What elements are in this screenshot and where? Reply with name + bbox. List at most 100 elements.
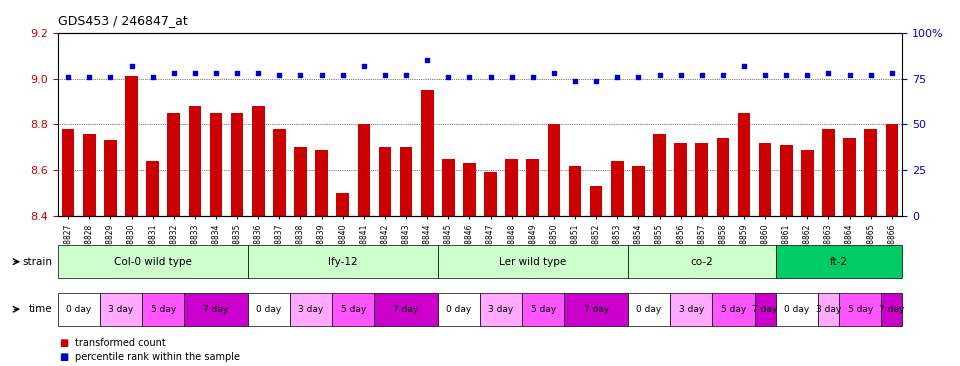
Point xyxy=(398,72,414,78)
Text: 0 day: 0 day xyxy=(784,305,809,314)
Point xyxy=(166,70,181,76)
Bar xyxy=(188,106,202,366)
Point xyxy=(314,72,329,78)
Point xyxy=(736,63,752,69)
Point xyxy=(546,70,562,76)
Point xyxy=(251,70,266,76)
Point xyxy=(82,74,97,80)
Bar xyxy=(653,134,666,366)
Point xyxy=(356,63,372,69)
Bar xyxy=(399,147,413,366)
Bar xyxy=(252,106,265,366)
Bar xyxy=(61,129,75,366)
Point xyxy=(757,72,773,78)
Bar xyxy=(716,138,730,366)
Point xyxy=(483,74,498,80)
Text: percentile rank within the sample: percentile rank within the sample xyxy=(75,352,240,362)
Bar xyxy=(420,90,434,366)
Bar xyxy=(167,113,180,366)
Point xyxy=(420,57,435,63)
Bar xyxy=(589,186,603,366)
Text: 7 day: 7 day xyxy=(394,305,419,314)
Point xyxy=(229,70,245,76)
Bar xyxy=(822,129,835,366)
Point xyxy=(124,63,139,69)
Bar xyxy=(737,113,751,366)
Point xyxy=(272,72,287,78)
Bar xyxy=(125,76,138,366)
Point xyxy=(335,72,350,78)
Text: Ler wild type: Ler wild type xyxy=(499,257,566,267)
Bar xyxy=(780,145,793,366)
Bar xyxy=(885,124,899,366)
Point xyxy=(610,74,625,80)
Text: 7 day: 7 day xyxy=(584,305,609,314)
Bar xyxy=(442,159,455,366)
Text: 0 day: 0 day xyxy=(66,305,91,314)
Point xyxy=(842,72,857,78)
Point xyxy=(60,74,76,80)
Point xyxy=(293,72,308,78)
Text: 3 day: 3 day xyxy=(679,305,704,314)
Point xyxy=(525,74,540,80)
Bar xyxy=(695,143,708,366)
Text: GDS453 / 246847_at: GDS453 / 246847_at xyxy=(58,14,187,27)
Text: 0 day: 0 day xyxy=(446,305,471,314)
Point xyxy=(103,74,118,80)
Bar xyxy=(336,193,349,366)
Text: 7 day: 7 day xyxy=(753,305,778,314)
Text: lfy-12: lfy-12 xyxy=(328,257,357,267)
Bar xyxy=(568,166,582,366)
Bar xyxy=(505,159,518,366)
Text: co-2: co-2 xyxy=(690,257,713,267)
Text: ft-2: ft-2 xyxy=(830,257,848,267)
Bar xyxy=(315,150,328,366)
Text: 3 day: 3 day xyxy=(299,305,324,314)
Bar xyxy=(526,159,540,366)
Bar xyxy=(230,113,244,366)
Point xyxy=(187,70,203,76)
Text: 3 day: 3 day xyxy=(489,305,514,314)
Bar xyxy=(378,147,392,366)
Text: 5 day: 5 day xyxy=(151,305,176,314)
Bar xyxy=(294,147,307,366)
Text: ■: ■ xyxy=(60,352,69,362)
Text: 3 day: 3 day xyxy=(108,305,133,314)
Point xyxy=(694,72,709,78)
Bar xyxy=(864,129,877,366)
Text: time: time xyxy=(29,304,53,314)
Text: 7 day: 7 day xyxy=(879,305,904,314)
Text: 5 day: 5 day xyxy=(721,305,746,314)
Point xyxy=(779,72,794,78)
Point xyxy=(567,78,583,83)
Point xyxy=(884,70,900,76)
Point xyxy=(715,72,731,78)
Text: 0 day: 0 day xyxy=(256,305,281,314)
Bar xyxy=(83,134,96,366)
Bar xyxy=(463,163,476,366)
Text: Col-0 wild type: Col-0 wild type xyxy=(113,257,192,267)
Text: ■: ■ xyxy=(60,338,69,348)
Point xyxy=(673,72,688,78)
Point xyxy=(504,74,519,80)
Point xyxy=(863,72,878,78)
Point xyxy=(800,72,815,78)
Bar xyxy=(674,143,687,366)
Point xyxy=(652,72,667,78)
Bar xyxy=(273,129,286,366)
Bar xyxy=(104,141,117,366)
Point xyxy=(821,70,836,76)
Text: 5 day: 5 day xyxy=(341,305,366,314)
Point xyxy=(462,74,477,80)
Bar xyxy=(547,124,561,366)
Bar xyxy=(801,150,814,366)
Bar xyxy=(357,124,371,366)
Text: 5 day: 5 day xyxy=(531,305,556,314)
Bar xyxy=(611,161,624,366)
Bar xyxy=(758,143,772,366)
Bar xyxy=(484,172,497,366)
Bar xyxy=(632,166,645,366)
Bar xyxy=(209,113,223,366)
Point xyxy=(588,78,604,83)
Text: strain: strain xyxy=(23,257,53,267)
